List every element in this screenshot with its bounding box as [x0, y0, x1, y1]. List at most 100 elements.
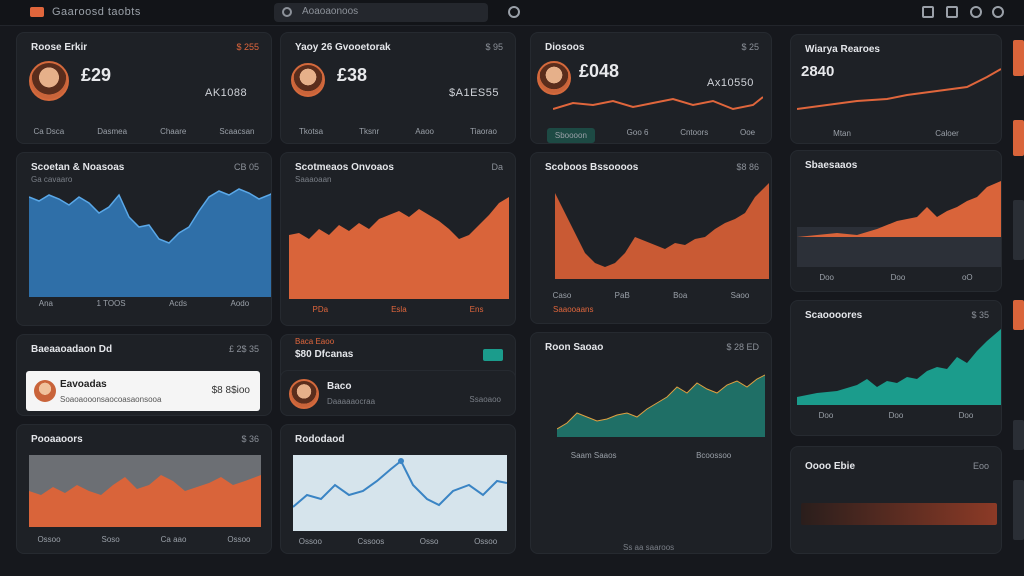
card-title: Baeaaoadaon Dd — [31, 344, 113, 355]
line-chart — [797, 65, 1001, 113]
tab-label[interactable]: Sboooon — [546, 128, 595, 143]
card-title: Roose Erkir — [31, 42, 88, 53]
card-title: Sbaesaaos — [805, 160, 858, 171]
card-meta: £ 2$ 35 — [228, 344, 259, 354]
search-placeholder: Aoaoaonoos — [302, 6, 359, 17]
teal-area-card[interactable]: Scaoooores $ 35 Doo Doo Doo — [790, 300, 1002, 436]
settings-icon[interactable] — [970, 6, 982, 18]
axis-ticks: Ana 1 TOOS Acds Aodo — [17, 299, 271, 308]
tab-label[interactable]: Cntoors — [680, 128, 709, 137]
stacked-area-chart — [797, 177, 1001, 267]
card-subtitle: Saaaoaan — [295, 175, 332, 184]
axis-ticks: Ossoo Soso Ca aao Ossoo — [17, 535, 271, 544]
record-icon[interactable] — [508, 6, 520, 18]
card-title: Scaoooores — [805, 310, 863, 321]
bar-area-card[interactable]: Sbaesaaos Doo Doo oO — [790, 150, 1002, 292]
big-value: £38 — [337, 65, 368, 85]
list-item-title: Baco — [327, 381, 352, 392]
big-value: £29 — [81, 65, 112, 85]
card-meta: $ 95 — [485, 42, 503, 52]
grid-icon[interactable] — [946, 6, 958, 18]
tick-label: oO — [961, 273, 973, 282]
search-icon — [282, 7, 292, 17]
big-value: £048 — [579, 61, 620, 81]
stat-value: $A1ES55 — [449, 87, 499, 99]
tab-label[interactable]: Mtan — [833, 129, 851, 138]
profile-card-1[interactable]: Roose Erkir $ 255 £29 AK1088 Ca Dsca Das… — [16, 32, 272, 144]
tick-label: Soso — [101, 535, 120, 544]
list-item[interactable]: Baco Daaaaaocraa Ssaoaoo — [280, 370, 516, 416]
profile-card-2[interactable]: Yaoy 26 Gvooetorak $ 95 £38 $A1ES55 Tkot… — [280, 32, 516, 144]
tick-label: Ossoo — [298, 537, 322, 546]
side-tab[interactable] — [1013, 300, 1024, 330]
tab-label[interactable]: Tiaorao — [470, 127, 497, 136]
card-meta: Eoo — [972, 461, 989, 471]
avatar — [289, 379, 319, 409]
tick-label: Ossoo — [474, 537, 498, 546]
area-chart-card-orange-2[interactable]: Scoboos Bssoooos $8 86 Caso PaB Boa Saoo… — [530, 152, 772, 324]
tick-label: PDa — [312, 305, 329, 314]
top-bar: Gaaroosd taobts Aoaoaonoos — [0, 0, 1024, 26]
tab-label[interactable]: Tkotsa — [299, 127, 324, 136]
footer-text: Ss aa saaroos — [623, 543, 675, 552]
card-title: Scoetan & Noasoas — [31, 162, 125, 173]
tick-label: Ossoo — [227, 535, 251, 544]
tick-label: Ens — [469, 305, 484, 314]
tick-label: PaB — [614, 291, 630, 300]
tick-label: Saoo — [730, 291, 750, 300]
list-item[interactable]: Eavoadas Soaoaooonsaocoasaonsooa $8 8$io… — [26, 371, 260, 411]
tick-label: Esla — [391, 305, 407, 314]
sparkline — [553, 91, 763, 115]
orange-area-chart — [29, 455, 261, 527]
tab-label[interactable]: Aaoo — [415, 127, 434, 136]
tab-label[interactable]: Chaare — [160, 127, 187, 136]
card-subtitle: Ga cavaaro — [31, 175, 73, 184]
search-input[interactable]: Aoaoaonoos — [274, 3, 488, 22]
stat-value: Ax10550 — [707, 77, 754, 89]
tab-label[interactable]: Goo 6 — [626, 128, 649, 137]
tick-label: Doo — [818, 411, 834, 420]
list-card-bottom[interactable]: Oooo Ebie Eoo — [790, 446, 1002, 554]
tick-label: Doo — [890, 273, 906, 282]
card-meta: $8 86 — [736, 162, 759, 172]
blue-area-chart — [29, 187, 271, 297]
tab-label[interactable]: Ca Dsca — [33, 127, 65, 136]
side-tab[interactable] — [1013, 420, 1024, 450]
tick-label: Acds — [169, 299, 187, 308]
axis-ticks: Doo Doo Doo — [791, 411, 1001, 420]
tab-label[interactable]: Tksnr — [359, 127, 380, 136]
blue-line-card[interactable]: Rododaod Ossoo Cssoos Osso Ossoo — [280, 424, 516, 554]
card-meta: $ 36 — [241, 434, 259, 444]
profile-card-3[interactable]: Diosoos $ 25 £048 Ax10550 Sboooon Goo 6 … — [530, 32, 772, 144]
tab-label[interactable]: Scaacsan — [219, 127, 255, 136]
side-tab[interactable] — [1013, 480, 1024, 540]
bell-icon[interactable] — [922, 6, 934, 18]
side-tab[interactable] — [1013, 40, 1024, 76]
tick-label: Caso — [552, 291, 572, 300]
orange-chart-card-bottom[interactable]: Pooaaoors $ 36 Ossoo Soso Ca aao Ossoo — [16, 424, 272, 554]
tab-label[interactable]: Ooe — [739, 128, 756, 137]
user-icon[interactable] — [992, 6, 1004, 18]
wire-card[interactable]: Wiarya Rearoes 2840 Mtan Caloer — [790, 34, 1002, 144]
teal-area-chart — [557, 373, 765, 437]
axis-ticks: Doo Doo oO — [791, 273, 1001, 282]
tick-label: Osso — [419, 537, 439, 546]
tab-label[interactable]: Caloer — [935, 129, 959, 138]
tab-label[interactable]: Dasmea — [97, 127, 128, 136]
teal-chart-card[interactable]: Roon Saoao $ 28 ED Saam Saaos Bcoossoo S… — [530, 332, 772, 554]
side-tab[interactable] — [1013, 120, 1024, 156]
axis-ticks: Saam Saaos Bcoossoo — [531, 451, 771, 460]
card-title: Yaoy 26 Gvooetorak — [295, 42, 391, 53]
area-chart-card-blue[interactable]: Scoetan & Noasoas CB 05 Ga cavaaro Ana 1… — [16, 152, 272, 326]
orange-area-chart — [555, 183, 769, 279]
card-label: Baca Eaoo — [295, 337, 335, 346]
axis-ticks: Ossoo Cssoos Osso Ossoo — [281, 537, 515, 546]
area-chart-card-orange[interactable]: Scotmeaos Onvoaos Da Saaaoaan PDa Esla E… — [280, 152, 516, 326]
card-meta: $ 35 — [971, 310, 989, 320]
avatar — [29, 61, 69, 101]
card-title: Scotmeaos Onvoaos — [295, 162, 394, 173]
side-tab[interactable] — [1013, 200, 1024, 260]
card-tabs: Tkotsa Tksnr Aaoo Tiaorao — [281, 127, 515, 136]
tick-label: Bcoossoo — [696, 451, 732, 460]
stat-value: AK1088 — [205, 87, 248, 99]
